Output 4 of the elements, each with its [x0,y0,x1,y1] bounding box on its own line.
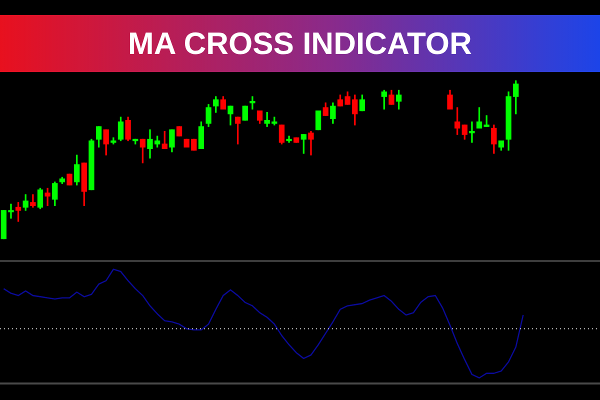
chart-title: MA CROSS INDICATOR [128,26,472,62]
candlestick [44,188,50,206]
candlestick [250,96,256,110]
candlestick [469,122,475,143]
